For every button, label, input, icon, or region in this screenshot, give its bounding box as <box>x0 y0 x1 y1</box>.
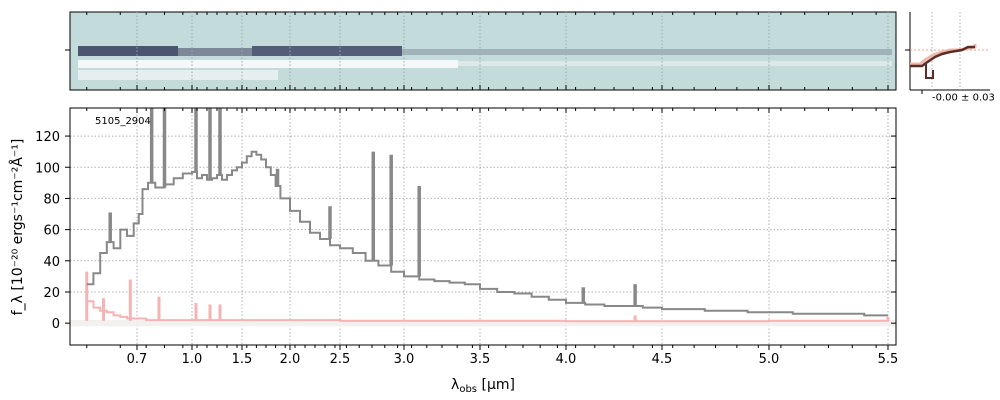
y-axis-title: f_λ [10⁻²⁰ ergs⁻¹cm⁻²Å⁻¹] <box>9 139 26 316</box>
x-tick-label: 1.0 <box>182 352 203 367</box>
profile-inset: -0.00 ± 0.03 <box>905 12 995 103</box>
profile-inset-curve <box>910 45 975 68</box>
spectrum-2d-trace-mid <box>402 49 892 55</box>
main-plot: 0.7 1.0 1.5 2.0 2.5 3.0 3.5 4.0 4.5 5.0 5.5 0 20 40 6… <box>35 12 898 367</box>
x-tick-label: 5.5 <box>878 352 899 367</box>
flux-layer <box>86 108 888 317</box>
spectrum-2d-white-band <box>78 60 458 68</box>
spectrum-2d-panel <box>65 11 897 91</box>
x-tick-label: 2.5 <box>330 352 351 367</box>
y-tick-label: 20 <box>43 286 60 301</box>
uncertainty-layer <box>70 271 896 327</box>
zero-band <box>70 320 896 327</box>
uncertainty-line <box>86 300 889 323</box>
flux-line <box>86 150 888 317</box>
spectrum-2d-dark-band-mid <box>178 48 252 56</box>
spectrum-2d-dark-band-right <box>252 46 402 56</box>
spectrum-2d-frame <box>69 11 897 91</box>
x-tick-label: 3.0 <box>394 352 415 367</box>
x-tick-label: 2.0 <box>280 352 301 367</box>
main-grid <box>70 108 896 345</box>
spectrum-2d-grid <box>136 12 889 90</box>
x-axis-title-sub: obs <box>459 384 477 395</box>
spectrum-2d-white-band-tail <box>458 61 892 66</box>
y-axis-ticks: 0 20 40 60 80 100 120 <box>35 130 896 332</box>
profile-inset-curve-tail <box>925 64 934 79</box>
main-plot-background <box>70 108 896 345</box>
x-tick-label: 4.5 <box>652 352 673 367</box>
spectrum-2d-dark-band-left <box>78 46 178 56</box>
y-tick-label: 0 <box>52 317 60 332</box>
x-axis-title-unit: [μm] <box>477 377 515 393</box>
y-tick-label: 80 <box>43 192 60 207</box>
x-tick-label: 1.5 <box>232 352 253 367</box>
x-tick-label: 0.7 <box>127 352 148 367</box>
x-axis-ticks: 0.7 1.0 1.5 2.0 2.5 3.0 3.5 4.0 4.5 5.0 5.5 <box>86 12 899 367</box>
main-plot-frame <box>69 107 897 346</box>
x-axis-title-main: λ <box>451 377 459 393</box>
x-tick-label: 5.0 <box>759 352 780 367</box>
y-tick-label: 120 <box>35 130 60 145</box>
y-tick-label: 40 <box>43 255 60 270</box>
y-tick-label: 60 <box>43 224 60 239</box>
y-tick-label: 100 <box>35 161 60 176</box>
object-label: 5105_2904 <box>95 116 151 127</box>
profile-inset-label: -0.00 ± 0.03 <box>932 92 995 103</box>
spectrum-2d-lower-glow <box>78 70 278 80</box>
x-tick-label: 4.0 <box>556 352 577 367</box>
x-axis-title: λobs [μm] <box>451 377 515 395</box>
x-tick-label: 3.5 <box>470 352 491 367</box>
